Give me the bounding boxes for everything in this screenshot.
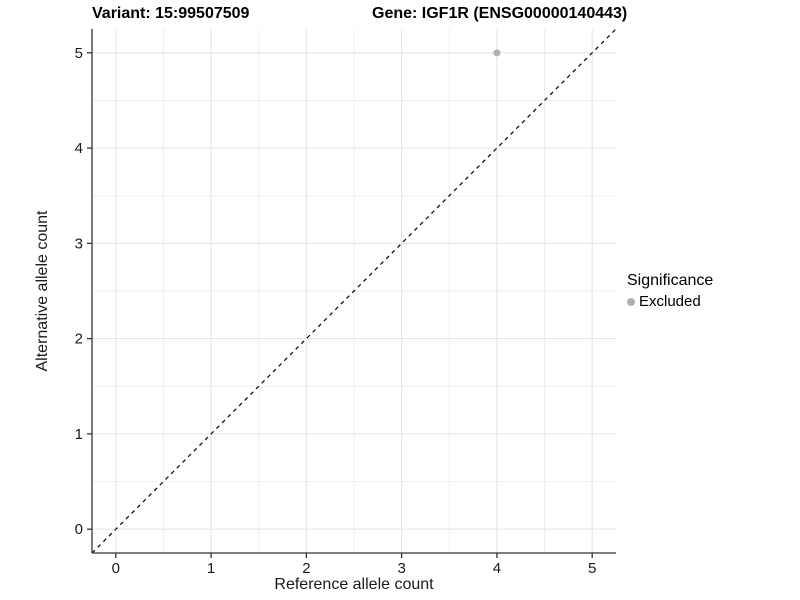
x-tick-label: 3: [397, 560, 405, 577]
y-axis-title: Alternative allele count: [34, 210, 51, 372]
identity-line: [91, 28, 617, 554]
data-point: [493, 49, 501, 57]
y-tick-label: 2: [75, 331, 83, 348]
legend: Significance Excluded: [627, 272, 713, 310]
x-tick-label: 4: [493, 560, 501, 577]
legend-item-excluded: Excluded: [627, 293, 713, 310]
legend-title: Significance: [627, 272, 714, 289]
x-tick-label: 2: [302, 560, 310, 577]
y-tick-label: 3: [75, 235, 83, 252]
x-tick-label: 5: [588, 560, 596, 577]
legend-item-label: Excluded: [639, 293, 701, 310]
y-tick-label: 0: [75, 521, 83, 538]
x-tick-label: 1: [207, 560, 215, 577]
plot-title-variant: Variant: 15:99507509: [92, 5, 250, 22]
y-tick-label: 5: [75, 45, 83, 62]
x-tick-label: 0: [112, 560, 120, 577]
x-axis-title: Reference allele count: [274, 576, 434, 593]
y-tick-label: 1: [75, 426, 83, 443]
excluded-point-icon: [627, 297, 635, 306]
plot-title-gene: Gene: IGF1R (ENSG00000140443): [372, 5, 628, 22]
y-tick-label: 4: [75, 140, 83, 157]
